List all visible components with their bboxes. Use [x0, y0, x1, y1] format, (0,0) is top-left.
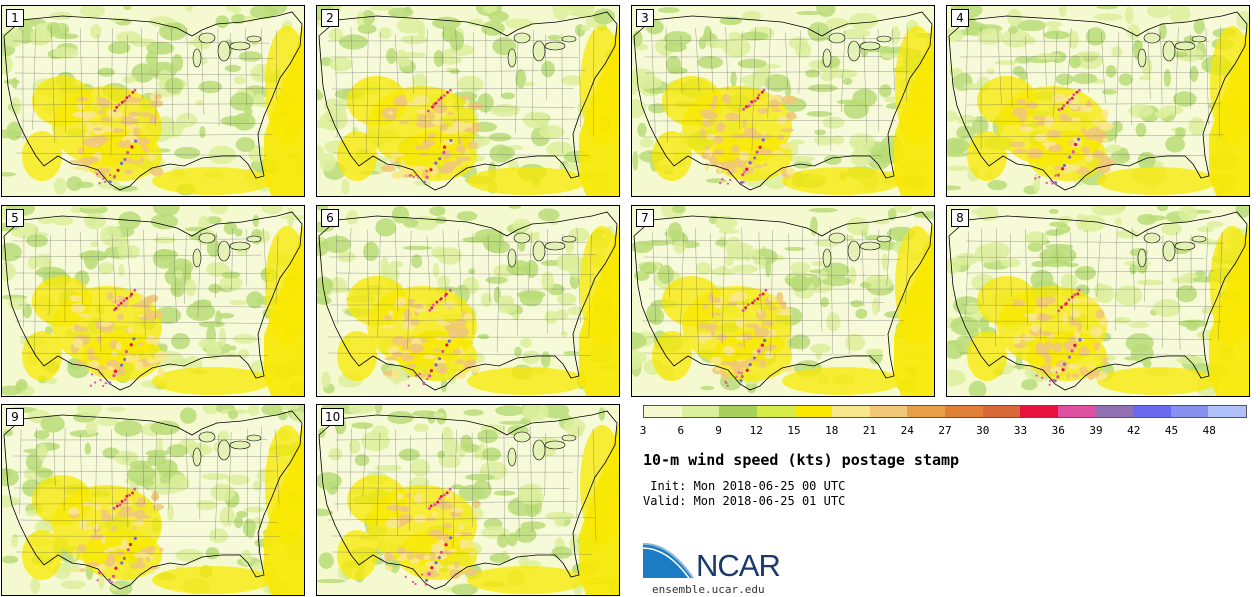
colorbar-tick-label: 30	[976, 424, 990, 437]
map-image	[947, 206, 1249, 396]
colorbar-tick-label: 12	[749, 424, 763, 437]
colorbar-tick-label: 6	[677, 424, 685, 437]
map-panel: 10	[316, 404, 620, 596]
colorbar-swatch	[832, 406, 870, 417]
valid-time: Valid: Mon 2018-06-25 01 UTC	[643, 494, 846, 508]
map-panel: 3	[631, 5, 935, 197]
colorbar-tick-label: 21	[862, 424, 877, 437]
map-panel: 9	[1, 404, 305, 596]
colorbar-swatch	[794, 406, 833, 417]
colorbar-tick-label: 42	[1127, 424, 1141, 437]
logo-text: NCAR	[696, 548, 781, 583]
colorbar-swatch	[1095, 406, 1134, 417]
colorbar-tick-label: 45	[1164, 424, 1179, 437]
colorbar-swatch	[681, 406, 720, 417]
colorbar-swatch	[1020, 406, 1058, 417]
colorbar-tick-label: 48	[1202, 424, 1216, 437]
colorbar-swatch	[1133, 406, 1171, 417]
panel-label: 7	[636, 209, 654, 227]
colorbar-tick-label: 36	[1051, 424, 1065, 437]
colorbar-swatch	[869, 406, 908, 417]
colorbar-swatch	[644, 406, 682, 417]
map-panel: 8	[946, 205, 1250, 397]
map-panel: 6	[316, 205, 620, 397]
colorbar-swatch	[1057, 406, 1096, 417]
map-image	[2, 206, 304, 396]
map-image	[2, 405, 304, 595]
panel-label: 4	[951, 9, 969, 27]
site-url: ensemble.ucar.edu	[652, 583, 765, 596]
colorbar-tick-label: 15	[787, 424, 801, 437]
colorbar-tick-label: 18	[825, 424, 839, 437]
colorbar-swatch	[1170, 406, 1209, 417]
map-image	[317, 405, 619, 595]
panel-label: 9	[6, 408, 24, 426]
colorbar-swatch	[1208, 406, 1246, 417]
map-image	[317, 206, 619, 396]
colorbar-swatch	[719, 406, 757, 417]
panel-label: 2	[321, 9, 339, 27]
map-panel: 4	[946, 5, 1250, 197]
colorbar-tick-label: 33	[1013, 424, 1028, 437]
colorbar	[643, 405, 1247, 418]
map-image	[2, 6, 304, 196]
panel-label: 1	[6, 9, 24, 27]
panel-label: 8	[951, 209, 969, 227]
map-image	[632, 6, 934, 196]
panel-label: 5	[6, 209, 24, 227]
panel-label: 10	[321, 408, 345, 426]
map-panel: 2	[316, 5, 620, 197]
init-time: Init: Mon 2018-06-25 00 UTC	[643, 479, 846, 493]
panel-label: 6	[321, 209, 339, 227]
colorbar-tick-label: 24	[900, 424, 914, 437]
page-title: 10-m wind speed (kts) postage stamp	[643, 451, 960, 469]
map-panel: 7	[631, 205, 935, 397]
colorbar-tick-label: 27	[938, 424, 952, 437]
ncar-logo-icon	[643, 542, 694, 579]
map-panel: 1	[1, 5, 305, 197]
colorbar-swatch	[945, 406, 983, 417]
colorbar-tick-label: 3	[639, 424, 647, 437]
map-image	[317, 6, 619, 196]
colorbar-tick-label: 9	[715, 424, 722, 437]
colorbar-swatch	[756, 406, 795, 417]
panel-label: 3	[636, 9, 654, 27]
colorbar-tick-label: 39	[1089, 424, 1103, 437]
colorbar-swatch	[907, 406, 945, 417]
map-panel: 5	[1, 205, 305, 397]
map-image	[632, 206, 934, 396]
map-image	[947, 6, 1249, 196]
colorbar-swatch	[982, 406, 1021, 417]
